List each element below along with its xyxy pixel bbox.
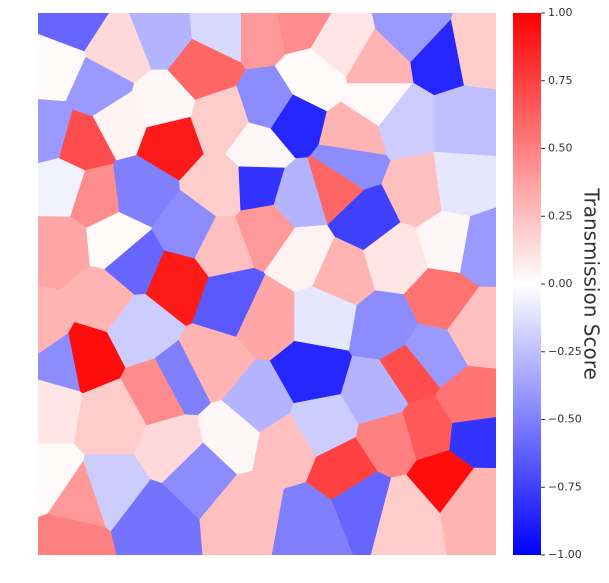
cell <box>340 355 409 425</box>
colorbar-tick-label: 0.25 <box>548 209 573 222</box>
cell <box>340 83 413 127</box>
cell <box>132 69 196 128</box>
cell <box>370 474 447 555</box>
cell <box>38 443 85 518</box>
cell <box>38 157 86 217</box>
colorbar-tick-label: −0.50 <box>548 413 582 426</box>
colorbar-label: Transmission Score <box>580 187 604 380</box>
colorbar-tick-label: −0.75 <box>548 480 582 493</box>
cell <box>447 286 496 369</box>
cell <box>194 216 255 278</box>
cell-layer <box>38 13 496 555</box>
cell <box>189 13 241 63</box>
colorbar-tick-label: 1.00 <box>548 6 573 19</box>
cell <box>433 151 496 217</box>
colorbar-tick-label: 0.00 <box>548 277 573 290</box>
cell <box>225 122 296 168</box>
cell <box>38 33 86 102</box>
cell <box>133 414 204 484</box>
cell <box>416 211 471 273</box>
cell <box>433 85 496 157</box>
cell <box>106 293 187 368</box>
colorbar-tick-label: −0.25 <box>548 345 582 358</box>
cell <box>197 400 260 475</box>
colorbar-tick-label: −1.00 <box>548 548 582 561</box>
cell <box>129 13 193 71</box>
colorbar-tick-label: 0.50 <box>548 142 573 155</box>
colorbar <box>513 13 541 555</box>
cell <box>294 286 357 351</box>
colorbar-tick-label: 0.75 <box>548 74 573 87</box>
